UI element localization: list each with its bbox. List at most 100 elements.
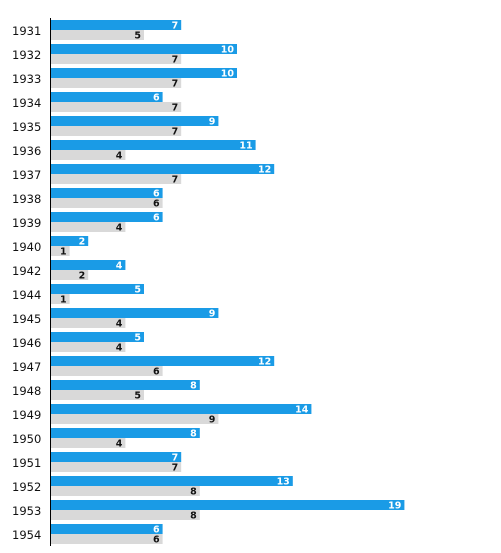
bar-1939-s2 <box>51 222 126 232</box>
data-label-1934-s1: 6 <box>153 93 160 104</box>
data-label-1936-s2: 4 <box>116 151 123 162</box>
data-label-1935-s1: 9 <box>209 117 216 128</box>
bar-1949-s1 <box>51 404 312 414</box>
year-label-1949: 1949 <box>12 408 41 422</box>
bar-1940-s1 <box>51 236 89 246</box>
year-label-1952: 1952 <box>12 480 41 494</box>
bar-1950-s1 <box>51 428 200 438</box>
bar-1954-s2 <box>51 534 163 544</box>
data-label-1954-s2: 6 <box>153 535 160 546</box>
year-label-1938: 1938 <box>12 192 41 206</box>
bar-1932-s1 <box>51 44 237 54</box>
year-label-1950: 1950 <box>12 432 41 446</box>
data-label-1937-s1: 12 <box>258 165 271 176</box>
year-label-1940: 1940 <box>12 240 41 254</box>
year-label-1947: 1947 <box>12 360 41 374</box>
data-label-1932-s2: 7 <box>172 55 179 66</box>
data-label-1949-s1: 14 <box>295 405 309 416</box>
bar-1934-s1 <box>51 92 163 102</box>
bar-1931-s1 <box>51 20 182 30</box>
data-label-1952-s1: 13 <box>277 477 290 488</box>
bar-1951-s1 <box>51 452 182 462</box>
data-label-1939-s2: 4 <box>116 223 123 234</box>
data-label-1933-s2: 7 <box>172 79 179 90</box>
data-label-1938-s1: 6 <box>153 189 160 200</box>
bar-1952-s1 <box>51 476 293 486</box>
data-label-1931-s1: 7 <box>172 21 179 32</box>
data-label-1951-s2: 7 <box>172 463 179 474</box>
year-label-1953: 1953 <box>12 504 41 518</box>
data-label-1946-s2: 4 <box>116 343 123 354</box>
data-label-1936-s1: 11 <box>239 141 252 152</box>
bar-1939-s1 <box>51 212 163 222</box>
bar-1944-s1 <box>51 284 144 294</box>
bar-1934-s2 <box>51 102 182 112</box>
data-label-1945-s1: 9 <box>209 309 216 320</box>
year-labels-layer: 1931 1932 1933 1934 1935 1936 1937 1938 1939 1940… <box>12 24 41 542</box>
data-label-1948-s2: 5 <box>134 391 141 402</box>
data-label-1947-s1: 12 <box>258 357 271 368</box>
bar-1945-s1 <box>51 308 219 318</box>
bar-1948-s2 <box>51 390 144 400</box>
bar-1947-s1 <box>51 356 275 366</box>
bar-1946-s1 <box>51 332 144 342</box>
bar-1938-s1 <box>51 188 163 198</box>
data-label-1942-s2: 2 <box>79 271 86 282</box>
bar-1932-s2 <box>51 54 182 64</box>
bar-1940-s2 <box>51 246 70 256</box>
bar-1950-s2 <box>51 438 126 448</box>
bar-1937-s2 <box>51 174 182 184</box>
data-label-1939-s1: 6 <box>153 213 160 224</box>
year-label-1934: 1934 <box>12 96 41 110</box>
data-label-1951-s1: 7 <box>172 453 179 464</box>
data-label-1952-s2: 8 <box>190 487 197 498</box>
data-label-1953-s1: 19 <box>388 501 401 512</box>
bar-1931-s2 <box>51 30 144 40</box>
bars-layer: 7510710767971141276664214251945412685149… <box>51 20 405 546</box>
bar-1953-s2 <box>51 510 200 520</box>
year-label-1933: 1933 <box>12 72 41 86</box>
data-label-1932-s1: 10 <box>221 45 235 56</box>
data-label-1938-s2: 6 <box>153 199 160 210</box>
data-label-1937-s2: 7 <box>172 175 179 186</box>
year-label-1936: 1936 <box>12 144 41 158</box>
bar-1933-s1 <box>51 68 237 78</box>
data-label-1945-s2: 4 <box>116 319 123 330</box>
data-label-1944-s2: 1 <box>60 295 67 306</box>
data-label-1934-s2: 7 <box>172 103 179 114</box>
bar-1945-s2 <box>51 318 126 328</box>
bar-1949-s2 <box>51 414 219 424</box>
year-label-1931: 1931 <box>12 24 41 38</box>
data-label-1935-s2: 7 <box>172 127 179 138</box>
bar-1942-s1 <box>51 260 126 270</box>
bar-1952-s2 <box>51 486 200 496</box>
year-label-1937: 1937 <box>12 168 41 182</box>
data-label-1954-s1: 6 <box>153 525 160 536</box>
data-label-1948-s1: 8 <box>190 381 197 392</box>
bar-1948-s1 <box>51 380 200 390</box>
bar-1944-s2 <box>51 294 70 304</box>
data-label-1947-s2: 6 <box>153 367 160 378</box>
bar-1936-s2 <box>51 150 126 160</box>
bar-1935-s1 <box>51 116 219 126</box>
bar-1935-s2 <box>51 126 182 136</box>
bar-1936-s1 <box>51 140 256 150</box>
year-label-1945: 1945 <box>12 312 41 326</box>
bar-1953-s1 <box>51 500 405 510</box>
bar-1933-s2 <box>51 78 182 88</box>
bar-1951-s2 <box>51 462 182 472</box>
year-label-1944: 1944 <box>12 288 41 302</box>
year-label-1942: 1942 <box>12 264 41 278</box>
data-label-1942-s1: 4 <box>116 261 123 272</box>
data-label-1944-s1: 5 <box>134 285 141 296</box>
bar-1938-s2 <box>51 198 163 208</box>
year-label-1932: 1932 <box>12 48 41 62</box>
data-label-1949-s2: 9 <box>209 415 216 426</box>
bar-1954-s1 <box>51 524 163 534</box>
data-label-1940-s2: 1 <box>60 247 67 258</box>
data-label-1933-s1: 10 <box>221 69 235 80</box>
data-label-1950-s2: 4 <box>116 439 123 450</box>
data-label-1946-s1: 5 <box>134 333 141 344</box>
year-label-1954: 1954 <box>12 528 41 542</box>
